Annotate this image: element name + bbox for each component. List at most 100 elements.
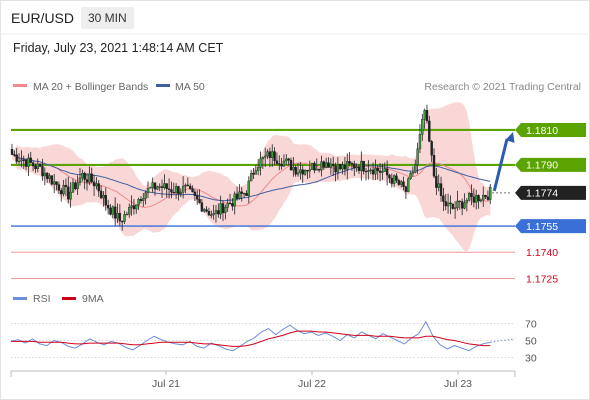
candle [205, 206, 208, 213]
candle-body [252, 172, 255, 175]
candle-body [402, 181, 405, 187]
candle-body [247, 180, 250, 196]
candle-body [421, 119, 424, 135]
candle-body [479, 199, 483, 202]
candle [367, 160, 370, 180]
candle [437, 174, 440, 192]
candle-body [414, 164, 417, 173]
candle [20, 150, 23, 168]
candle [268, 147, 272, 168]
candle-body [472, 196, 476, 203]
candle [465, 198, 469, 212]
candle [53, 174, 56, 194]
candle [369, 167, 372, 175]
candle [146, 181, 150, 198]
candle-body [238, 191, 241, 199]
x-axis-labels: Jul 21 Jul 22 Jul 23 [152, 371, 472, 390]
candle-body [113, 206, 117, 219]
candle-body [142, 198, 145, 202]
candle [453, 201, 457, 219]
candle [88, 166, 91, 186]
candle-body [395, 175, 398, 181]
candle [198, 189, 201, 204]
candle-body [139, 199, 143, 202]
candle-body [130, 205, 133, 208]
candle [174, 183, 178, 200]
candle [144, 190, 147, 205]
candle [191, 185, 194, 193]
candle [378, 163, 382, 182]
candle [407, 177, 410, 193]
candle [221, 200, 225, 222]
candle [41, 158, 44, 181]
candle [446, 193, 450, 214]
candle-body [242, 193, 246, 195]
candle [280, 158, 283, 170]
candle-body [397, 180, 401, 185]
rsi-ma-line [11, 330, 491, 347]
level-tag-bg-1-1755 [515, 219, 586, 234]
candle-body [374, 167, 377, 175]
candle-body [320, 161, 323, 171]
candle [287, 157, 290, 166]
candle [160, 179, 164, 198]
candle-body [390, 177, 394, 184]
copyright-text: Research © 2021 Trading Central [424, 81, 581, 93]
candle-body [97, 183, 100, 192]
candle [170, 181, 173, 199]
rsi-ma-legend-label: 9MA [82, 293, 104, 305]
candle [346, 153, 349, 180]
candle [374, 159, 377, 181]
candle-body [299, 169, 302, 174]
candle-body [475, 195, 478, 203]
candle-body [99, 190, 103, 199]
chart-legend: MA 20 + Bollinger Bands MA 50 Research ©… [13, 81, 581, 93]
candle [432, 148, 436, 179]
candle [22, 155, 25, 169]
candle-body [486, 196, 490, 200]
candle-body [186, 184, 190, 187]
candle-body [151, 182, 154, 188]
candle-body [62, 184, 65, 195]
candle-body [177, 186, 180, 195]
candle-body [261, 157, 265, 160]
candle-body [334, 165, 337, 173]
candle-body [53, 181, 56, 185]
candle-body [135, 204, 138, 210]
candle-body [437, 183, 440, 188]
candle [449, 195, 452, 215]
candle-body [165, 183, 168, 190]
candle-body [228, 202, 232, 205]
candle [252, 167, 255, 179]
candle [50, 175, 54, 186]
candle [399, 180, 403, 188]
candle [322, 160, 326, 171]
candle [273, 147, 276, 165]
candle-body [172, 192, 175, 194]
candle-body [360, 160, 363, 171]
timeframe-badge[interactable]: 30 MIN [81, 7, 134, 29]
candle-body [111, 206, 115, 215]
candle-body [174, 186, 178, 193]
candle [439, 176, 443, 202]
candle [444, 193, 447, 211]
candle [303, 169, 307, 176]
candle-body [331, 163, 335, 167]
candle [106, 199, 110, 215]
candle-body [217, 210, 220, 215]
candle-body [146, 188, 150, 193]
candle-body [231, 203, 234, 207]
candle [92, 174, 96, 197]
x-tick-label-0: Jul 21 [152, 378, 180, 390]
level-tag-bg-1-1774 [515, 185, 586, 200]
candle [177, 185, 180, 201]
candle [142, 192, 145, 207]
candle [489, 183, 492, 205]
projection-arrow [492, 131, 515, 192]
candle-body [210, 214, 213, 216]
candle [235, 186, 239, 201]
candle-body [184, 184, 187, 187]
candle [317, 168, 321, 173]
x-tick-label-2: Jul 23 [444, 378, 472, 390]
candle [184, 183, 187, 194]
